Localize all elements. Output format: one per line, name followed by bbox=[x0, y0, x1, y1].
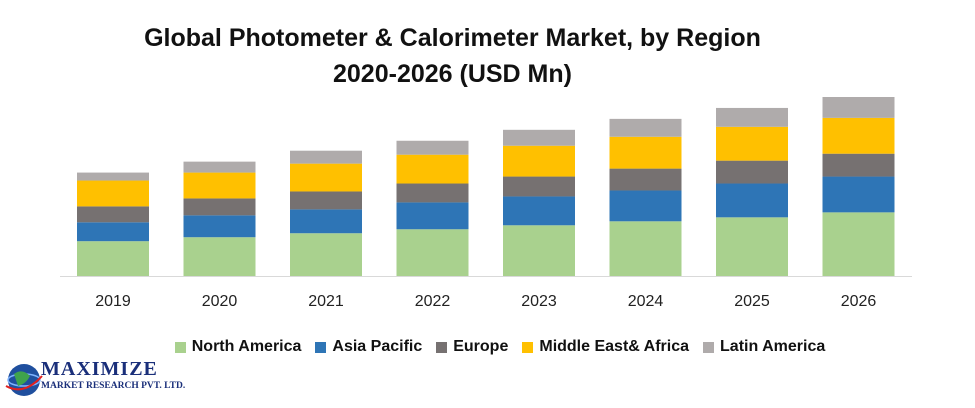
legend-label: Asia Pacific bbox=[332, 338, 423, 355]
bar-segment-2026-north-america bbox=[822, 212, 895, 276]
legend-swatch bbox=[436, 341, 448, 353]
bar-segment-2019-europe bbox=[77, 206, 149, 223]
bar-segment-2020-latin-america bbox=[183, 161, 256, 173]
bar-segment-2020-europe bbox=[183, 198, 256, 216]
logo-name: MAXIMIZE bbox=[41, 358, 158, 380]
bar-segment-2024-north-america bbox=[609, 221, 682, 276]
bar-segment-2021-north-america bbox=[290, 233, 362, 276]
bar-segment-2024-middle-east-africa bbox=[609, 136, 682, 169]
bar-segment-2023-latin-america bbox=[503, 129, 575, 146]
legend-item: Latin America bbox=[703, 338, 825, 356]
x-tick-label: 2023 bbox=[521, 293, 557, 310]
bar-segment-2022-europe bbox=[396, 183, 469, 203]
bar-segment-2020-north-america bbox=[183, 237, 256, 276]
bar-segment-2025-asia-pacific bbox=[716, 183, 788, 218]
bar-segment-2020-asia-pacific bbox=[183, 215, 256, 238]
company-logo: MAXIMIZE MARKET RESEARCH PVT. LTD. bbox=[4, 356, 204, 408]
legend-item: North America bbox=[174, 338, 302, 356]
legend-swatch bbox=[315, 341, 327, 353]
legend-swatch bbox=[522, 341, 534, 353]
x-tick-label: 2022 bbox=[415, 293, 451, 310]
legend-swatch bbox=[703, 341, 715, 353]
bar-segment-2025-latin-america bbox=[716, 107, 788, 127]
stacked-bar-chart: 2019 2020 2021 2022 2023 2024 2025 2026 bbox=[60, 97, 912, 310]
bar-segment-2026-europe bbox=[822, 153, 895, 177]
bar-segment-2023-europe bbox=[503, 176, 575, 197]
bar-segment-2023-middle-east-africa bbox=[503, 145, 575, 177]
bar-segment-2026-asia-pacific bbox=[822, 176, 895, 213]
bar-segment-2019-latin-america bbox=[77, 172, 149, 181]
bar-segment-2022-asia-pacific bbox=[396, 202, 469, 230]
bar-segment-2021-middle-east-africa bbox=[290, 163, 362, 192]
x-tick-label: 2026 bbox=[841, 293, 877, 310]
bar-segment-2026-latin-america bbox=[822, 97, 895, 118]
legend-swatch bbox=[174, 341, 186, 353]
bar-segment-2025-europe bbox=[716, 160, 788, 184]
chart-subtitle: 2020-2026 (USD Mn) bbox=[333, 60, 572, 88]
bar-segment-2025-north-america bbox=[716, 217, 788, 276]
legend-label: North America bbox=[191, 338, 302, 355]
legend-item: Asia Pacific bbox=[315, 338, 422, 356]
legend-label: Europe bbox=[453, 338, 509, 355]
bar-segment-2024-latin-america bbox=[609, 118, 682, 137]
bar-segment-2024-asia-pacific bbox=[609, 190, 682, 222]
bar-segment-2024-europe bbox=[609, 168, 682, 191]
x-tick-label: 2024 bbox=[628, 293, 664, 310]
x-tick-label: 2025 bbox=[734, 293, 770, 310]
bar-segment-2019-middle-east-africa bbox=[77, 180, 149, 207]
bar-segment-2021-latin-america bbox=[290, 150, 362, 164]
legend-label: Middle East& Africa bbox=[539, 338, 690, 355]
x-tick-label: 2021 bbox=[308, 293, 344, 310]
bar-segment-2021-asia-pacific bbox=[290, 209, 362, 234]
bar-segment-2023-north-america bbox=[503, 225, 575, 276]
chart-legend: North America Asia Pacific Europe Middle Ea… bbox=[0, 338, 975, 356]
bar-segment-2025-middle-east-africa bbox=[716, 126, 788, 161]
bar-segment-2022-latin-america bbox=[396, 140, 469, 155]
chart-title: Global Photometer & Calorimeter Market, … bbox=[144, 24, 761, 52]
bar-segment-2019-asia-pacific bbox=[77, 222, 149, 242]
bar-segment-2022-north-america bbox=[396, 229, 469, 276]
logo-subtitle: MARKET RESEARCH PVT. LTD. bbox=[41, 381, 186, 391]
globe-icon bbox=[5, 364, 43, 396]
bar-segment-2026-middle-east-africa bbox=[822, 117, 895, 154]
bar-segment-2022-middle-east-africa bbox=[396, 154, 469, 184]
bar-segment-2021-europe bbox=[290, 191, 362, 210]
legend-item: Europe bbox=[436, 338, 508, 356]
x-tick-label: 2020 bbox=[202, 293, 238, 310]
legend-item: Middle East& Africa bbox=[522, 338, 689, 356]
bar-segment-2023-asia-pacific bbox=[503, 196, 575, 226]
legend-label: Latin America bbox=[720, 338, 826, 355]
bar-segment-2019-north-america bbox=[77, 241, 149, 276]
x-tick-label: 2019 bbox=[95, 293, 131, 310]
bar-segment-2020-middle-east-africa bbox=[183, 172, 256, 199]
